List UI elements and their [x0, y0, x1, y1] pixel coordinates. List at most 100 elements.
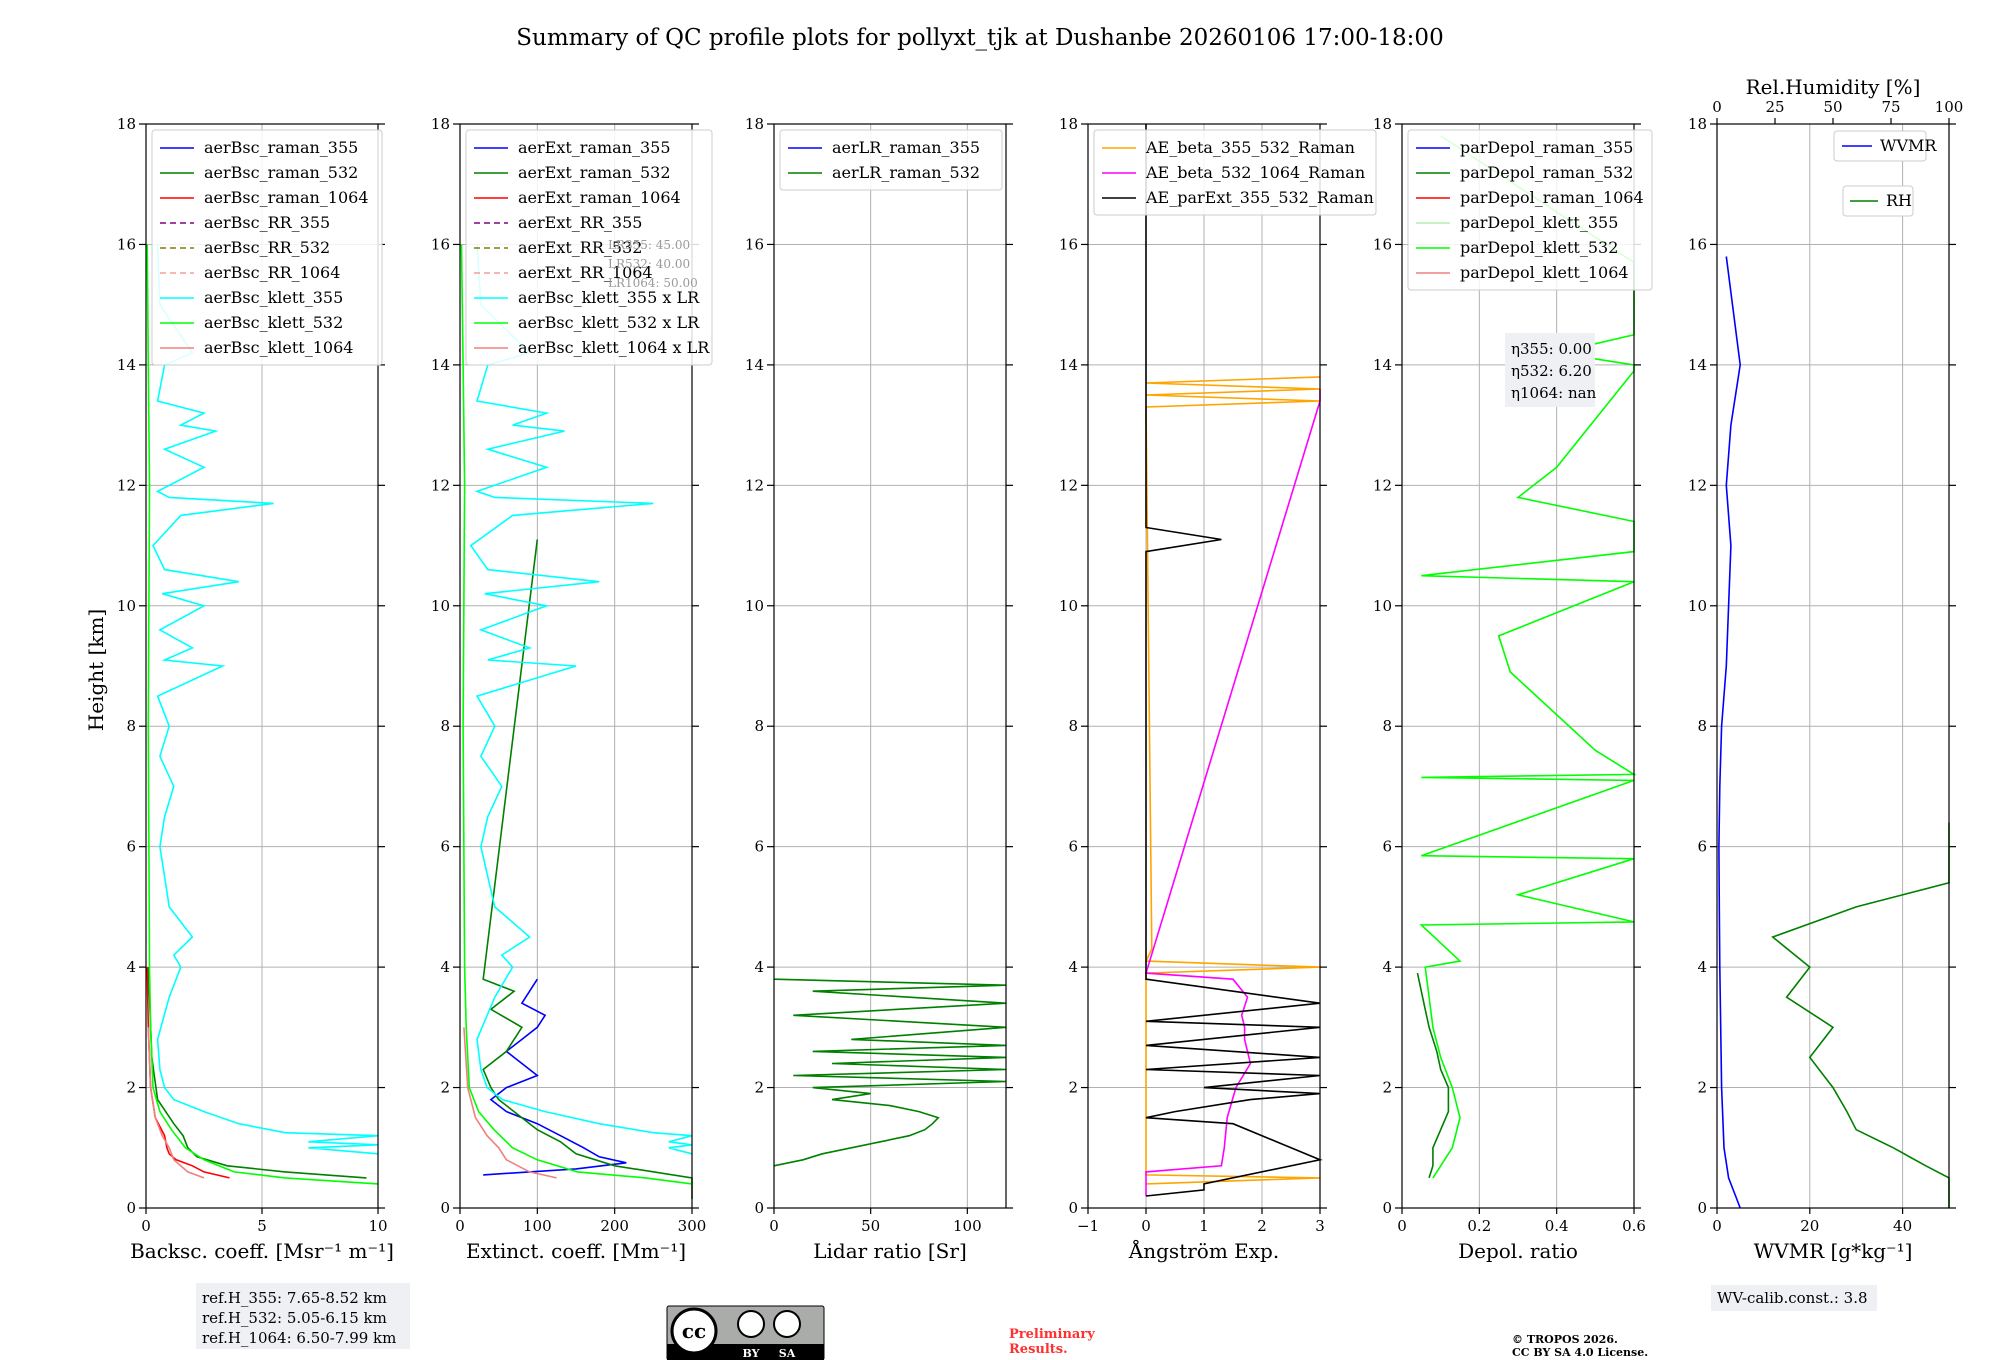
y-tick-label: 10: [117, 597, 136, 615]
y-tick-label: 4: [440, 958, 450, 976]
x-tick-label: 0: [141, 1217, 151, 1235]
x-tick-label: 0: [769, 1217, 779, 1235]
series-line-aerext-raman-355: [483, 978, 627, 1176]
ref-height-355: ref.H_355: 7.65-8.52 km: [202, 1289, 387, 1307]
y-tick-label: 2: [1697, 1079, 1707, 1097]
legend-label-aerbsc-klett-355: aerBsc_klett_355: [204, 288, 343, 307]
x-axis-label: Lidar ratio [Sr]: [813, 1239, 967, 1263]
legend-box: [151, 129, 383, 366]
y-tick-label: 16: [1059, 235, 1078, 253]
legend-box: [1093, 129, 1377, 216]
y-tick-label: 10: [1059, 597, 1078, 615]
y-tick-label: 14: [117, 356, 136, 374]
series-line-aerbsc-klett-532-x-lr: [460, 244, 693, 1185]
y-tick-label: 8: [1697, 717, 1707, 735]
y-tick-label: 10: [431, 597, 450, 615]
x2-tick-label: 50: [1823, 98, 1842, 116]
x-tick-label: 0.4: [1545, 1217, 1569, 1235]
wv-calib-box: WV-calib.const.: 3.8: [1711, 1285, 1877, 1311]
y-tick-label: 18: [431, 115, 450, 133]
y-tick-label: 12: [117, 476, 136, 494]
series-line-aerbsc-raman-1064: [146, 967, 230, 1179]
ref-height-box-bg: [196, 1283, 410, 1349]
series-line-aerbsc-klett-1064: [147, 1027, 205, 1179]
y-tick-label: 4: [1697, 958, 1707, 976]
cc-icon: [670, 1307, 718, 1355]
y-tick-label: 8: [440, 717, 450, 735]
x2-tick-label: 75: [1881, 98, 1900, 116]
y-tick-label: 4: [1382, 958, 1392, 976]
y-tick-label: 14: [431, 356, 450, 374]
x-tick-label: 0.2: [1467, 1217, 1491, 1235]
legend: aerLR_raman_355 aerLR_raman_532: [779, 129, 1003, 191]
preliminary-line1: Preliminary: [1009, 1327, 1095, 1342]
series-line-aerext-raman-532: [482, 539, 693, 1199]
x-tick-label: 0.6: [1622, 1217, 1646, 1235]
legend-label-ae-parext-355-532-raman: AE_parExt_355_532_Raman: [1145, 188, 1374, 207]
y-tick-label: 12: [431, 476, 450, 494]
x-tick-label: 3: [1315, 1217, 1325, 1235]
eta-label: η532: 6.20: [1511, 362, 1592, 380]
x-axis-label: Backsc. coeff. [Msr⁻¹ m⁻¹]: [130, 1239, 394, 1263]
wv-calib-text: WV-calib.const.: 3.8: [1717, 1289, 1868, 1307]
x-tick-label: 300: [678, 1217, 707, 1235]
legend: WVMR RH: [1833, 130, 1937, 217]
legend-label-pardepol-klett-532: parDepol_klett_532: [1460, 238, 1618, 257]
panel-lr: 0 2 4 6 8 10 12 14 16 18 0 50 100 Lidar ratio [Sr] aer…: [745, 115, 1013, 1263]
legend-label-aerext-rr-355: aerExt_RR_355: [518, 213, 642, 232]
x-tick-label: 50: [861, 1217, 880, 1235]
y-tick-label: 4: [754, 958, 764, 976]
y-tick-label: 2: [1382, 1079, 1392, 1097]
sa-share-icon: [773, 1310, 801, 1338]
legend-label-aerext-rr-532: aerExt_RR_532: [518, 238, 642, 257]
y-tick-label: 6: [440, 838, 450, 856]
legend-label-aerbsc-rr-532: aerBsc_RR_532: [204, 238, 330, 257]
lr-label: LR1064: 50.00: [608, 276, 698, 290]
legend: AE_beta_355_532_Raman AE_beta_532_1064_Ra…: [1093, 129, 1377, 216]
y-tick-label: 18: [1059, 115, 1078, 133]
legend-label-pardepol-klett-355: parDepol_klett_355: [1460, 213, 1618, 232]
y-tick-label: 2: [1068, 1079, 1078, 1097]
y-tick-label: 12: [745, 476, 764, 494]
plot-frame: [1401, 123, 1635, 1209]
panel-ext: 0 2 4 6 8 10 12 14 16 18 0 100 200 300 Extinct. coeff.…: [431, 115, 713, 1263]
legend-label-aerbsc-klett-532: aerBsc_klett_532: [204, 313, 343, 332]
y-tick-label: 0: [1068, 1199, 1078, 1217]
y-tick-label: 0: [754, 1199, 764, 1217]
series-line-ae-parext-355-532-raman: [1145, 124, 1323, 1197]
legend: aerExt_raman_355 aerExt_raman_532 aerExt_r…: [465, 129, 713, 366]
legend-label-aerbsc-raman-532: aerBsc_raman_532: [204, 163, 358, 182]
y-tick-label: 2: [440, 1079, 450, 1097]
legend-label-aerbsc-rr-1064: aerBsc_RR_1064: [204, 263, 340, 282]
wv-calib-bg: [1711, 1285, 1877, 1311]
legend: aerBsc_raman_355 aerBsc_raman_532 aerBsc_r…: [151, 129, 383, 366]
series-line-pardepol-klett-532: [1419, 135, 1637, 1179]
cc-license-badge: cc BY SA: [666, 1305, 825, 1360]
y-tick-label: 6: [754, 838, 764, 856]
y-tick-label: 16: [1373, 235, 1392, 253]
y-tick-label: 0: [440, 1199, 450, 1217]
legend-label-aerbsc-klett-1064-x-lr: aerBsc_klett_1064 x LR: [518, 338, 710, 357]
x-tick-label: 2: [1257, 1217, 1267, 1235]
y-tick-label: 18: [1688, 115, 1707, 133]
legend-label-aerext-raman-1064: aerExt_raman_1064: [518, 188, 681, 207]
plot-frame: [459, 123, 693, 1209]
series-line-ae-beta-532-1064-raman: [1144, 389, 1321, 1196]
series-line-aerbsc-klett-355-x-lr: [469, 244, 693, 1155]
x-tick-label: 0: [1712, 1217, 1722, 1235]
series-line-aerbsc-klett-1064-x-lr: [463, 1027, 557, 1179]
y-tick-label: 14: [1373, 356, 1392, 374]
y-tick-label: 6: [1068, 838, 1078, 856]
legend-label-ae-beta-355-532-raman: AE_beta_355_532_Raman: [1145, 138, 1355, 157]
x-tick-label: 100: [523, 1217, 552, 1235]
y-tick-label: 8: [1382, 717, 1392, 735]
legend-label-aerbsc-klett-355-x-lr: aerBsc_klett_355 x LR: [518, 288, 700, 307]
legend-label-aerbsc-raman-1064: aerBsc_raman_1064: [204, 188, 369, 207]
x-tick-label: 0: [455, 1217, 465, 1235]
y-tick-label: 18: [745, 115, 764, 133]
y-tick-label: 6: [1382, 838, 1392, 856]
ref-height-1064: ref.H_1064: 6.50-7.99 km: [202, 1329, 396, 1347]
plot-frame: [1716, 123, 1950, 1209]
